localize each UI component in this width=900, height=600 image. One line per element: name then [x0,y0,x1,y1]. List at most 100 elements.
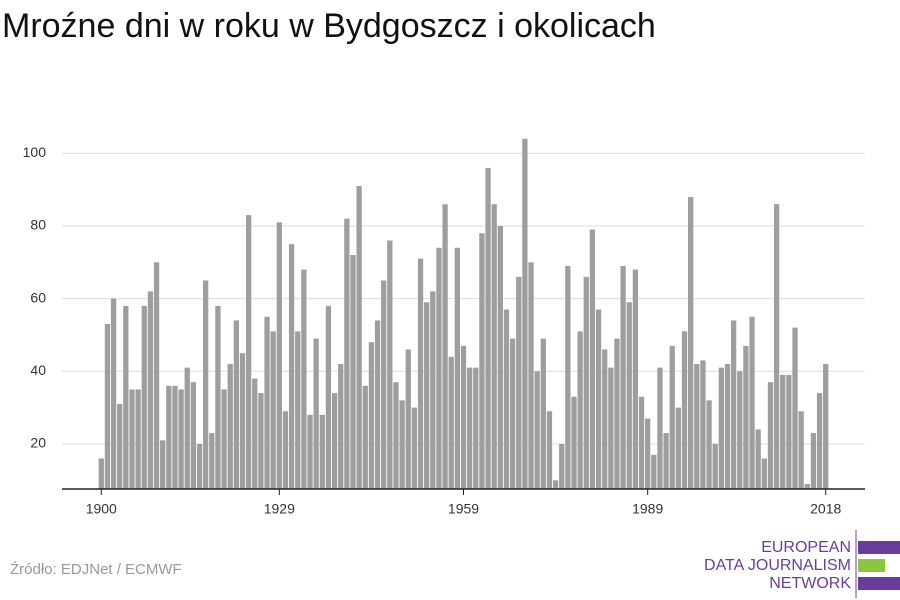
bar [172,385,178,489]
bar [571,396,577,489]
y-tick-label: 20 [30,435,46,451]
logo-text: NETWORK [769,575,851,592]
bar [424,302,430,489]
bar [178,389,184,489]
bar [528,262,534,489]
bar [565,265,571,489]
bar [436,247,442,489]
bar [454,247,461,489]
bar [338,364,344,489]
logo-bar [858,559,885,572]
bar [411,407,418,489]
bar [792,327,798,489]
bar [282,411,289,489]
bar [503,309,510,489]
bar [442,204,448,489]
bar [632,269,639,489]
bar [160,440,166,489]
bar [724,364,731,489]
bar [215,305,221,489]
bar [203,280,209,489]
bar [620,265,626,489]
bar [313,338,319,489]
bar [381,280,387,489]
x-tick-label: 1929 [264,501,295,517]
x-tick-label: 1959 [448,501,479,517]
bar [700,360,706,489]
bar [387,240,393,489]
bar [460,345,467,489]
bar [718,367,724,489]
bar [405,349,411,489]
bar [737,371,743,489]
bar [209,433,215,489]
bar [227,364,233,489]
bar [184,367,190,489]
bar [393,382,399,489]
bar [356,186,362,489]
bar [123,305,129,489]
bar [730,320,737,489]
logo: EUROPEAN DATA JOURNALISM NETWORK [704,530,900,598]
bar [479,233,485,489]
bar [651,454,657,489]
y-tick-label: 60 [30,289,46,305]
bar [755,429,761,489]
bar [448,356,454,489]
bar [816,393,823,489]
bar [344,218,350,489]
bar [196,443,203,489]
bar [417,258,424,489]
bar [583,276,589,489]
bar [245,215,252,489]
bar [485,167,491,489]
logo-text: DATA JOURNALISM [704,557,851,574]
bar [264,316,270,489]
bar [129,389,135,489]
bar [98,458,104,489]
bar [798,411,804,489]
bar [675,407,682,489]
x-tick-label: 1989 [632,501,663,517]
bar [399,400,405,489]
bar [190,382,197,489]
bar [810,433,817,489]
bar [589,229,596,489]
bar [522,138,528,489]
bar [706,400,712,489]
bar [657,367,663,489]
bar [614,338,620,489]
chart-title: Mroźne dni w roku w Bydgoszcz i okolicac… [2,7,656,45]
logo-bar [858,577,900,590]
bar [743,345,749,489]
x-tick-label: 2018 [810,501,841,517]
bar [491,204,497,489]
bar [804,483,810,489]
logo-text: EUROPEAN [761,539,851,556]
bar [540,338,546,489]
bar [688,196,694,489]
bar [135,389,141,489]
bar [233,320,239,489]
bar [694,364,700,489]
bar [473,367,479,489]
bar [153,262,160,489]
bar [368,342,375,489]
bar [319,414,325,489]
bar [767,382,774,489]
bar [626,302,632,489]
bar [350,255,356,489]
bar [823,364,829,489]
bar [374,320,381,489]
bar [534,371,540,489]
x-tick-label: 1900 [86,501,117,517]
bar [307,414,313,489]
bar [258,393,264,489]
bar [466,367,473,489]
bar [712,443,718,489]
bar [288,244,295,489]
y-tick-label: 40 [30,362,46,378]
bar [546,411,553,489]
bar [117,403,123,489]
bar [104,324,111,489]
